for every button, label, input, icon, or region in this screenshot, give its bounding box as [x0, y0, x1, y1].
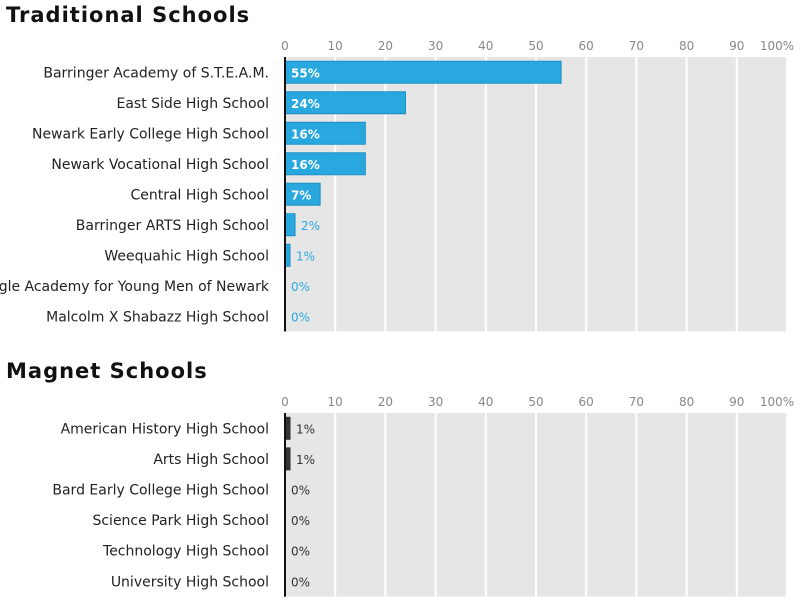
x-tick-label: 40	[478, 39, 493, 53]
data-label: 0%	[291, 575, 310, 589]
category-label: Weequahic High School	[104, 248, 269, 264]
category-label: American History High School	[61, 421, 269, 437]
data-label: 0%	[291, 484, 310, 498]
data-label: 0%	[291, 545, 310, 559]
category-label: Arts High School	[153, 452, 269, 468]
data-label: 0%	[291, 310, 310, 324]
x-tick-label: 30	[428, 39, 443, 53]
data-label: 2%	[301, 219, 320, 233]
category-label: Science Park High School	[92, 513, 269, 529]
x-tick-label: 70	[629, 395, 644, 409]
x-tick-label: 100%	[760, 395, 794, 409]
x-tick-label: 0	[281, 395, 289, 409]
data-label: 0%	[291, 280, 310, 294]
x-tick-label: 80	[679, 395, 694, 409]
data-label: 7%	[291, 188, 311, 202]
x-tick-label: 60	[579, 395, 594, 409]
x-tick-label: 50	[528, 395, 543, 409]
x-tick-label: 20	[378, 39, 393, 53]
category-label: Central High School	[130, 187, 269, 203]
category-label: Eagle Academy for Young Men of Newark	[0, 279, 270, 295]
x-tick-label: 80	[679, 39, 694, 53]
category-label: East Side High School	[117, 96, 270, 112]
category-label: Barringer ARTS High School	[76, 218, 269, 234]
category-label: Newark Vocational High School	[51, 157, 269, 173]
data-label: 24%	[291, 97, 320, 111]
data-label: 1%	[296, 422, 315, 436]
magnet-schools-title: Magnet Schools	[6, 359, 208, 383]
category-label: University High School	[111, 574, 269, 590]
x-tick-label: 90	[729, 395, 744, 409]
data-label: 0%	[291, 514, 310, 528]
data-label: 1%	[296, 453, 315, 467]
bar	[284, 60, 562, 84]
data-label: 55%	[291, 66, 320, 80]
x-tick-label: 40	[478, 395, 493, 409]
x-tick-label: 20	[378, 395, 393, 409]
category-label: Malcolm X Shabazz High School	[46, 309, 269, 325]
x-tick-label: 100%	[760, 39, 794, 53]
x-tick-label: 10	[328, 395, 343, 409]
x-tick-label: 50	[528, 39, 543, 53]
x-tick-label: 30	[428, 395, 443, 409]
x-tick-label: 60	[579, 39, 594, 53]
bar	[284, 213, 296, 237]
data-label: 16%	[291, 158, 320, 172]
x-tick-label: 90	[729, 39, 744, 53]
x-tick-label: 0	[281, 39, 289, 53]
category-label: Newark Early College High School	[32, 126, 269, 142]
category-label: Bard Early College High School	[52, 483, 269, 499]
data-label: 16%	[291, 127, 320, 141]
data-label: 1%	[296, 249, 315, 263]
category-label: Technology High School	[102, 544, 269, 560]
x-tick-label: 70	[629, 39, 644, 53]
x-tick-label: 10	[328, 39, 343, 53]
traditional-schools-title: Traditional Schools	[6, 3, 251, 27]
category-label: Barringer Academy of S.T.E.A.M.	[43, 65, 269, 81]
